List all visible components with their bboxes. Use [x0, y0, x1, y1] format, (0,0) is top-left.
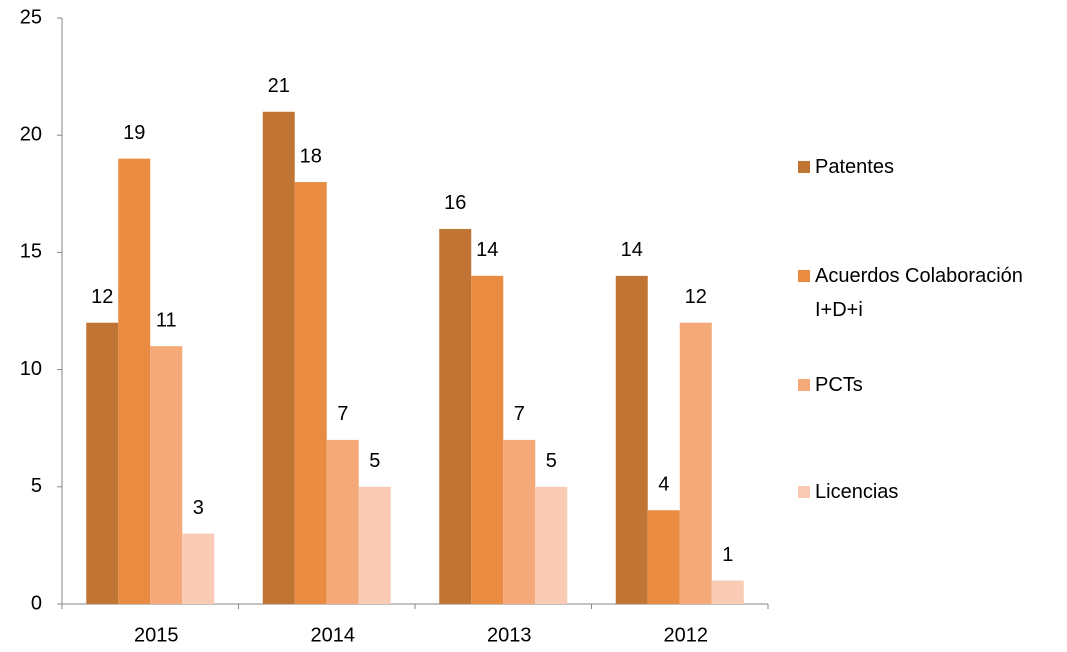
legend-label: PCTs — [815, 374, 863, 396]
data-label: 18 — [300, 145, 322, 167]
bar — [294, 182, 327, 604]
data-label: 1 — [722, 544, 733, 566]
x-tick-label: 2012 — [664, 624, 709, 646]
bar — [711, 580, 744, 604]
legend-swatch — [798, 161, 810, 173]
data-label: 16 — [444, 192, 466, 214]
data-label: 12 — [91, 286, 113, 308]
data-label: 5 — [369, 450, 380, 472]
y-tick-label: 15 — [20, 241, 42, 263]
data-label: 3 — [193, 497, 204, 519]
bar — [439, 228, 472, 604]
y-tick-label: 20 — [20, 123, 42, 145]
legend-label: Patentes — [815, 156, 894, 178]
x-tick-label: 2014 — [311, 624, 356, 646]
legend-swatch — [798, 379, 810, 391]
legend-label: Licencias — [815, 481, 899, 503]
data-label: 5 — [546, 450, 557, 472]
bar — [679, 322, 712, 604]
bar — [150, 346, 183, 604]
bar — [503, 439, 536, 604]
x-tick-label: 2013 — [487, 624, 532, 646]
data-label: 4 — [658, 474, 669, 496]
legend-item: Acuerdos Colaboración I+D+i — [798, 259, 1058, 327]
y-tick-label: 0 — [31, 592, 42, 614]
data-label: 14 — [621, 239, 643, 261]
data-label: 7 — [337, 403, 348, 425]
y-tick-label: 25 — [20, 6, 42, 28]
bar — [535, 486, 568, 604]
legend-swatch — [798, 270, 810, 282]
y-tick-label: 10 — [20, 358, 42, 380]
data-label: 21 — [268, 75, 290, 97]
data-label: 11 — [156, 309, 177, 331]
legend-item: Patentes — [798, 150, 1058, 184]
bar — [358, 486, 391, 604]
data-label: 7 — [514, 403, 525, 425]
data-label: 12 — [685, 286, 707, 308]
y-tick-label: 5 — [31, 475, 42, 497]
data-label: 14 — [476, 239, 498, 261]
bar — [118, 158, 151, 604]
bar — [262, 111, 295, 604]
bar — [471, 275, 504, 604]
legend-item: Licencias — [798, 475, 1058, 509]
bar — [182, 533, 215, 604]
bar — [86, 322, 119, 604]
data-label: 19 — [123, 122, 145, 144]
x-tick-label: 2015 — [134, 624, 179, 646]
bar — [615, 275, 648, 604]
bar — [647, 510, 680, 604]
legend-item: PCTs — [798, 368, 1058, 402]
bar — [326, 439, 359, 604]
legend-swatch — [798, 486, 810, 498]
legend-label: Acuerdos Colaboración I+D+i — [815, 265, 1023, 321]
